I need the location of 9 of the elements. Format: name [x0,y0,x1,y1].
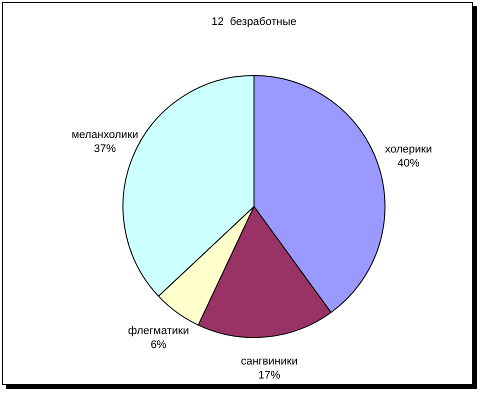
chart-title: 12 безработные [212,16,296,28]
slice-label: сангвиники [240,355,298,368]
data-label: 37% [94,143,116,156]
slice-label: меланхолики [72,129,138,142]
slice-label: флегматики [128,324,189,337]
data-label: 40% [397,157,420,170]
data-label: 17% [258,369,281,382]
data-label: 6% [150,338,167,351]
slice-label: холерики [384,143,432,156]
